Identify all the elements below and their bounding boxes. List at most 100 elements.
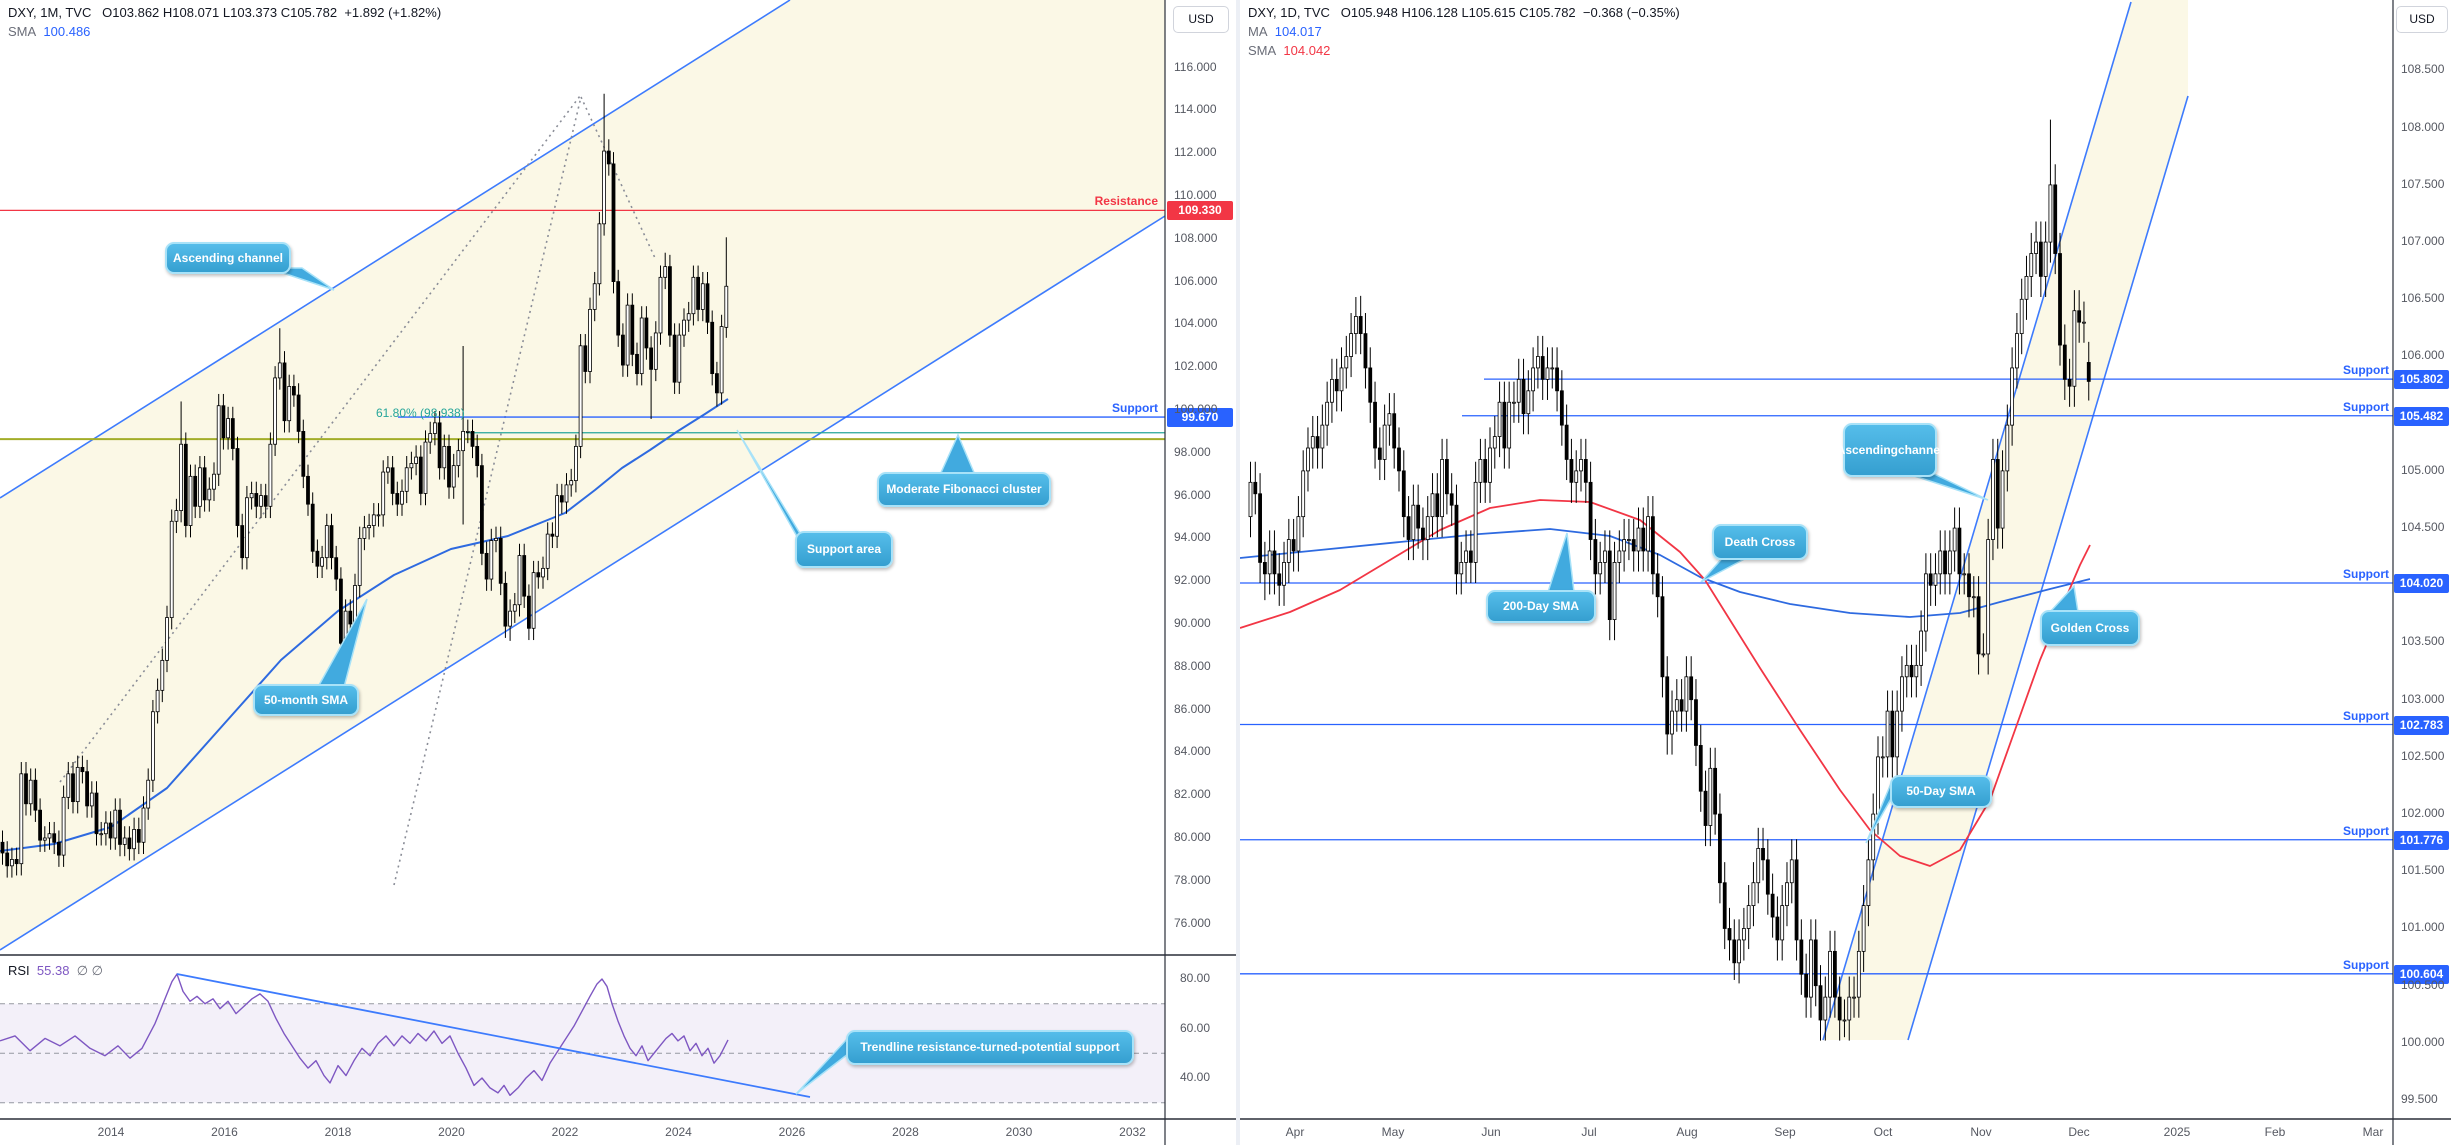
rsi-trendline[interactable] xyxy=(176,973,811,1098)
rsi-tick[interactable]: 60.00 xyxy=(1180,1020,1211,1035)
price-tick[interactable]: 103.500 xyxy=(2401,634,2445,649)
level-label: Support xyxy=(2343,567,2389,581)
price-tick[interactable]: 103.000 xyxy=(2401,691,2445,706)
price-tick[interactable]: 108.000 xyxy=(1174,230,1218,245)
callout-ascending-channel[interactable]: Ascending channel xyxy=(165,242,291,274)
callout-50-day-sma[interactable]: 50-Day SMA xyxy=(1890,775,1992,808)
time-tick[interactable]: May xyxy=(1381,1125,1405,1139)
time-tick[interactable]: 2028 xyxy=(892,1125,919,1139)
time-tick[interactable]: Jun xyxy=(1481,1125,1501,1139)
price-tick[interactable]: 104.000 xyxy=(1174,316,1218,331)
sma-50-day-line[interactable] xyxy=(1239,499,2091,867)
time-tick[interactable]: 2032 xyxy=(1119,1125,1146,1139)
rsi-tick[interactable]: 40.00 xyxy=(1180,1070,1211,1084)
callout-trendline-resistance-turned-potential-support[interactable]: Trendline resistance-turned-potential su… xyxy=(846,1030,1134,1065)
price-tick[interactable]: 102.000 xyxy=(1174,359,1218,374)
time-tick[interactable]: 2022 xyxy=(551,1125,579,1139)
price-tick[interactable]: 98.000 xyxy=(1174,444,1211,459)
time-tick[interactable]: 2018 xyxy=(324,1125,352,1139)
daily-ascending-channel[interactable] xyxy=(1822,0,2189,1041)
time-tick[interactable]: Mar xyxy=(2362,1125,2384,1139)
price-tick[interactable]: 94.000 xyxy=(1174,530,1211,545)
price-tick[interactable]: 100.000 xyxy=(2401,1034,2445,1049)
callout-support-area[interactable]: Support area xyxy=(795,531,893,568)
price-tick[interactable]: 104.500 xyxy=(2401,520,2445,535)
candles-monthly[interactable] xyxy=(0,93,729,878)
daily-levels[interactable] xyxy=(1240,378,2393,975)
price-tick[interactable]: 114.000 xyxy=(1174,102,1217,117)
time-tick[interactable]: 2014 xyxy=(97,1125,125,1139)
rsi-settings-icons[interactable]: ∅ ∅ xyxy=(76,963,103,978)
symbol-monthly[interactable]: DXY, 1M, TVC xyxy=(8,5,92,20)
legend-daily-ma[interactable]: MA 104.017 xyxy=(1248,24,1322,39)
price-tick[interactable]: 102.000 xyxy=(2401,806,2445,821)
price-tick[interactable]: 90.000 xyxy=(1174,616,1211,630)
time-tick[interactable]: 2020 xyxy=(438,1125,465,1139)
right-currency-button[interactable]: USD xyxy=(2396,6,2448,33)
time-tick[interactable]: Aug xyxy=(1676,1125,1698,1139)
price-tick[interactable]: 106.500 xyxy=(2401,291,2445,306)
rsi-tick[interactable]: 80.00 xyxy=(1180,971,1211,985)
callout-ascending-channel[interactable]: Ascending channel xyxy=(1837,423,1943,477)
time-tick[interactable]: Sep xyxy=(1774,1125,1796,1139)
price-tick[interactable]: 107.000 xyxy=(2401,234,2445,249)
price-tick[interactable]: 110.000 xyxy=(1174,188,1217,202)
price-tick[interactable]: 116.000 xyxy=(1174,59,1217,74)
callout-moderate-fibonacci-cluster[interactable]: Moderate Fibonacci cluster xyxy=(877,472,1051,507)
price-tick[interactable]: 96.000 xyxy=(1174,487,1211,502)
candles-daily[interactable] xyxy=(1248,119,2091,1041)
time-tick[interactable]: 2030 xyxy=(1005,1125,1033,1139)
price-tick[interactable]: 86.000 xyxy=(1174,701,1211,716)
legend-rsi[interactable]: RSI 55.38 ∅ ∅ xyxy=(8,963,103,979)
time-tick[interactable]: Feb xyxy=(2264,1125,2286,1139)
price-tick[interactable]: 80.000 xyxy=(1174,830,1211,844)
price-tick[interactable]: 78.000 xyxy=(1174,872,1211,887)
price-tick[interactable]: 107.500 xyxy=(2401,176,2445,191)
price-tick[interactable]: 88.000 xyxy=(1174,658,1211,673)
callout-50-month-sma[interactable]: 50-month SMA xyxy=(253,684,359,716)
price-badge: 105.482 xyxy=(2394,406,2449,426)
time-tick[interactable]: Oct xyxy=(1873,1125,1893,1139)
time-tick[interactable]: Dec xyxy=(2068,1125,2090,1139)
price-tick[interactable]: 100.000 xyxy=(1174,402,1218,416)
time-tick[interactable]: 2016 xyxy=(211,1125,238,1139)
legend-monthly[interactable]: DXY, 1M, TVC O103.862 H108.071 L103.373 … xyxy=(8,5,441,20)
price-tick[interactable]: 76.000 xyxy=(1174,915,1211,930)
daily-callout-tails[interactable] xyxy=(1546,470,2079,844)
price-tick[interactable]: 100.500 xyxy=(2401,977,2445,992)
legend-daily[interactable]: DXY, 1D, TVC O105.948 H106.128 L105.615 … xyxy=(1248,5,1680,20)
price-tick[interactable]: 112.000 xyxy=(1174,145,1217,160)
price-tick[interactable]: 106.000 xyxy=(2401,348,2445,363)
legend-daily-sma[interactable]: SMA 104.042 xyxy=(1248,43,1330,58)
price-tick[interactable]: 101.000 xyxy=(2401,920,2445,935)
price-tick[interactable]: 105.000 xyxy=(2401,462,2445,477)
left-currency-button[interactable]: USD xyxy=(1173,6,1229,33)
callout-death-cross[interactable]: Death Cross xyxy=(1712,524,1808,560)
sma-value: 100.486 xyxy=(43,24,91,39)
time-tick[interactable]: 2024 xyxy=(665,1125,692,1139)
price-tick[interactable]: 108.000 xyxy=(2401,119,2445,134)
price-tick[interactable]: 99.500 xyxy=(2401,1092,2438,1107)
time-tick[interactable]: 2026 xyxy=(778,1125,806,1139)
change-monthly: +1.892 (+1.82%) xyxy=(344,5,442,20)
price-tick[interactable]: 106.000 xyxy=(1174,273,1218,288)
symbol-daily[interactable]: DXY, 1D, TVC xyxy=(1248,5,1330,20)
price-tick[interactable]: 82.000 xyxy=(1174,787,1211,802)
price-tick[interactable]: 108.500 xyxy=(2401,62,2445,77)
time-tick[interactable]: Apr xyxy=(1285,1125,1305,1139)
sma-value-daily: 104.042 xyxy=(1283,43,1331,58)
price-tick[interactable]: 84.000 xyxy=(1174,744,1211,759)
callout-200-day-sma[interactable]: 200-Day SMA xyxy=(1486,590,1596,623)
callout-golden-cross[interactable]: Golden Cross xyxy=(2040,610,2140,646)
price-tick[interactable]: 101.500 xyxy=(2401,863,2445,878)
time-tick[interactable]: Nov xyxy=(1970,1125,1992,1139)
price-tick[interactable]: 92.000 xyxy=(1174,573,1211,588)
legend-monthly-sma[interactable]: SMA 100.486 xyxy=(8,24,90,39)
time-tick[interactable]: 2025 xyxy=(2163,1125,2191,1139)
price-tick[interactable]: 102.500 xyxy=(2401,748,2445,763)
monthly-levels[interactable] xyxy=(0,209,1165,441)
time-tick[interactable]: Jul xyxy=(1581,1125,1597,1139)
